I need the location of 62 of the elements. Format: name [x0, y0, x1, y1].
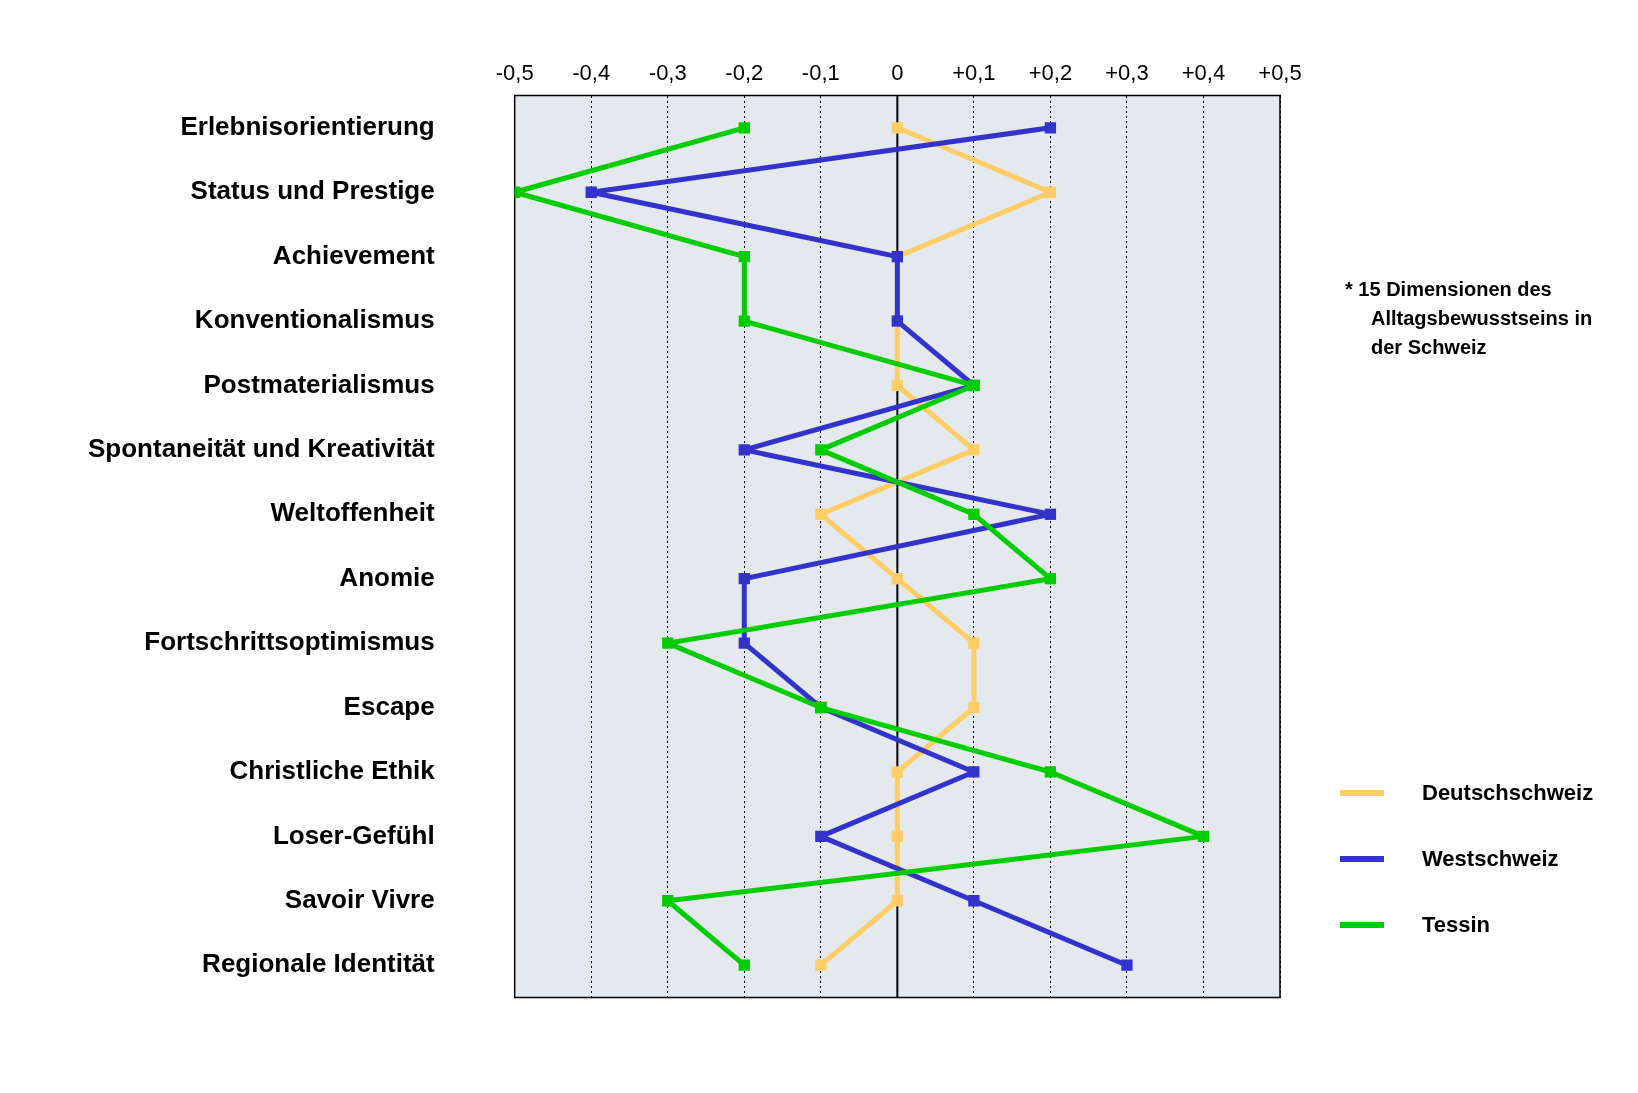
y-tick-label: Status und Prestige	[190, 175, 435, 206]
legend-label: Tessin	[1422, 912, 1491, 938]
y-tick-label: Christliche Ethik	[229, 755, 436, 786]
point	[738, 573, 750, 585]
y-tick-label: Erlebnisorientierung	[180, 110, 435, 141]
point	[738, 959, 750, 971]
x-tick-label: -0,1	[801, 60, 840, 86]
x-tick-label: -0,3	[648, 60, 687, 86]
point	[738, 250, 750, 263]
text: * 15 Dimensionen des Alltagsbewusstseins in der Schweiz	[1345, 277, 1594, 360]
point	[662, 637, 674, 649]
point	[891, 830, 904, 843]
point	[585, 186, 597, 198]
point	[662, 895, 674, 907]
point	[1044, 186, 1057, 198]
legend-label: Deutschschweiz	[1422, 780, 1594, 806]
point	[891, 379, 904, 392]
point	[815, 444, 827, 456]
point	[738, 444, 750, 456]
point	[1044, 573, 1057, 585]
x-tick-label: -0,4	[572, 60, 611, 86]
x-tick-label: +0,4	[1181, 60, 1226, 86]
point	[1044, 766, 1057, 778]
x-tick-label: +0,3	[1105, 60, 1149, 86]
y-tick-label: Postmaterialismus	[203, 368, 435, 399]
point	[891, 766, 904, 778]
point	[968, 766, 980, 778]
y-tick-label: Konventionalismus	[194, 304, 435, 335]
point	[968, 508, 980, 520]
y-tick-label: Regionale Identität	[202, 948, 436, 979]
point	[968, 895, 980, 907]
y-tick-label: Fortschrittsoptimismus	[144, 626, 435, 657]
legend-label: Westschweiz	[1422, 846, 1559, 872]
y-tick-label: Spontaneität und Kreativität	[87, 433, 436, 464]
point	[891, 122, 904, 134]
point	[1044, 508, 1057, 520]
point	[1121, 959, 1133, 971]
y-tick-label: Savoir Vivre	[284, 883, 435, 914]
point	[968, 701, 980, 714]
point	[738, 315, 750, 327]
point	[1197, 830, 1210, 843]
x-tick-label: +0,2	[1028, 60, 1073, 86]
point	[815, 830, 827, 843]
point	[738, 122, 750, 134]
point	[968, 637, 980, 649]
x-tick-label: +0,5	[1258, 60, 1302, 86]
point	[968, 444, 980, 456]
y-tick-label: Weltoffenheit	[270, 497, 436, 528]
point	[738, 637, 750, 649]
point	[891, 573, 904, 585]
x-tick-label: +0,1	[952, 60, 996, 86]
point	[1044, 122, 1057, 134]
point	[815, 959, 827, 971]
x-tick-label: -0,5	[495, 60, 534, 86]
y-tick-label: Loser-Gefühl	[272, 819, 435, 850]
point	[891, 895, 904, 907]
x-tick-label: 0	[891, 60, 904, 86]
x-tick-label: -0,2	[725, 60, 764, 86]
y-tick-label: Escape	[343, 690, 435, 721]
y-tick-label: Anomie	[339, 561, 435, 592]
y-tick-label: Achievement	[272, 239, 436, 270]
point	[815, 508, 827, 520]
